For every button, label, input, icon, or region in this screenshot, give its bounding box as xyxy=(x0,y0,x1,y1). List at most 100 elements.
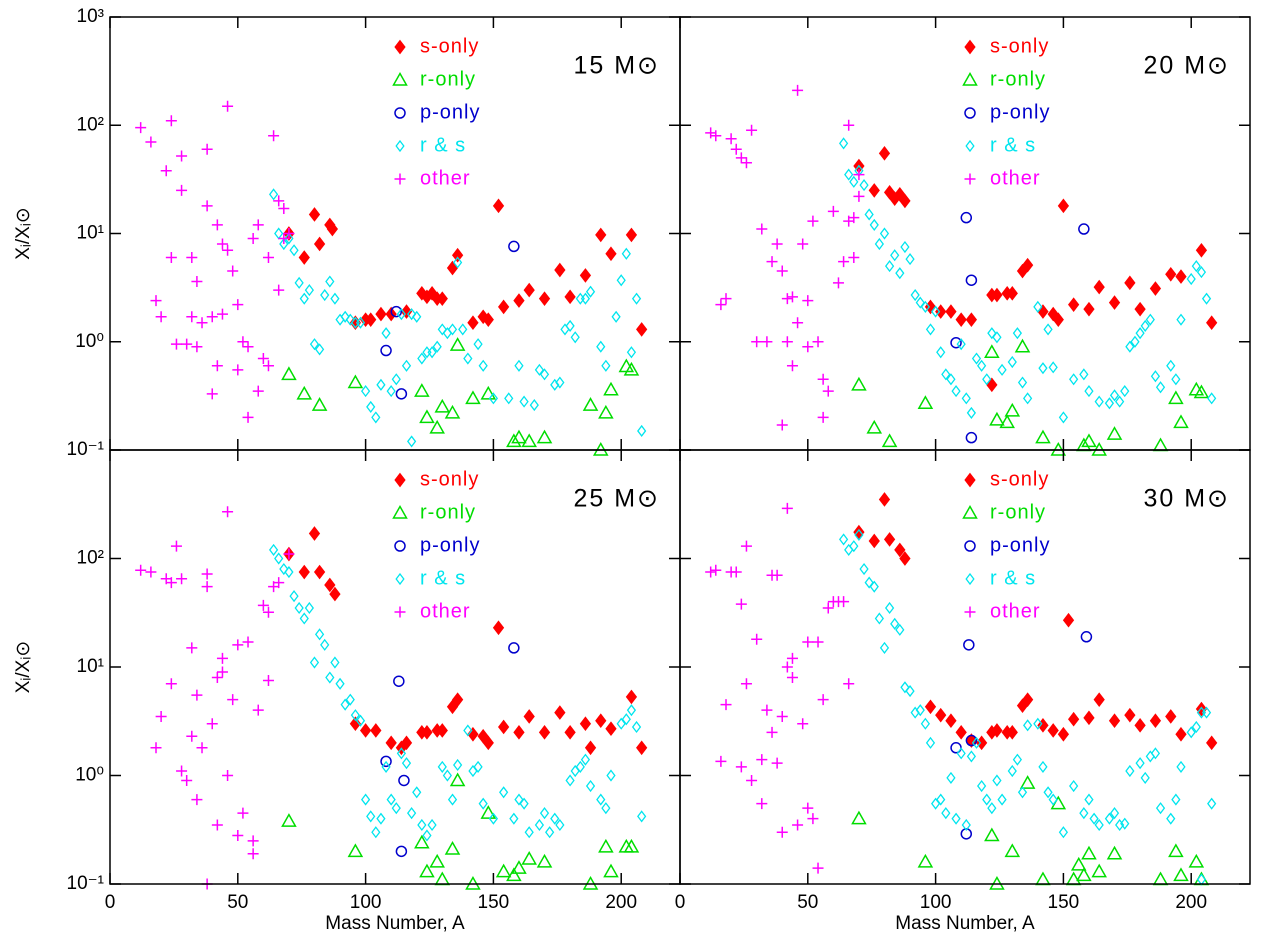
marker-plus xyxy=(802,636,814,648)
panel-title: 25 M⊙ xyxy=(573,485,660,513)
marker-diamond xyxy=(1038,760,1048,773)
marker-diamond xyxy=(412,310,422,323)
marker-plus xyxy=(283,548,295,560)
marker-diamond xyxy=(381,760,391,773)
marker-diamond-filled xyxy=(467,315,479,331)
marker-diamond xyxy=(982,373,992,386)
marker-diamond xyxy=(274,227,284,240)
marker-diamond xyxy=(925,323,936,336)
marker-plus xyxy=(735,152,747,164)
marker-plus xyxy=(145,566,157,578)
marker-circle xyxy=(380,755,392,768)
marker-circle xyxy=(390,305,403,318)
marker-diamond xyxy=(1207,797,1217,810)
marker-diamond xyxy=(320,638,330,651)
marker-plus xyxy=(848,212,860,224)
marker-diamond xyxy=(284,232,294,245)
legend-marker xyxy=(394,472,406,488)
marker-plus xyxy=(838,256,850,268)
marker-diamond xyxy=(1058,411,1069,424)
marker-diamond xyxy=(859,179,869,192)
marker-diamond-filled xyxy=(554,705,566,720)
marker-diamond xyxy=(294,276,304,289)
marker-triangle xyxy=(1035,871,1051,886)
marker-diamond xyxy=(869,580,879,593)
marker-diamond-filled xyxy=(935,707,947,723)
marker-plus xyxy=(843,678,855,690)
marker-plus xyxy=(283,228,295,239)
marker-diamond xyxy=(478,359,488,372)
marker-diamond xyxy=(637,810,647,823)
marker-diamond xyxy=(488,392,499,405)
marker-plus xyxy=(216,666,228,678)
marker-diamond xyxy=(838,137,849,150)
legend-label: r-only xyxy=(990,501,1046,523)
marker-plus xyxy=(776,265,788,277)
marker-plus xyxy=(786,291,798,303)
marker-diamond-filled xyxy=(308,207,321,222)
legend-marker xyxy=(395,572,405,586)
legend-label: r & s xyxy=(420,134,466,156)
marker-diamond xyxy=(1130,335,1140,348)
marker-plus xyxy=(227,694,239,706)
marker-diamond xyxy=(330,292,340,305)
y-tick-label: 10¹ xyxy=(77,656,104,677)
marker-triangle xyxy=(281,813,297,827)
marker-diamond xyxy=(925,736,936,749)
legend-marker xyxy=(394,606,406,618)
marker-diamond xyxy=(1150,370,1161,383)
marker-plus xyxy=(822,602,834,614)
marker-diamond xyxy=(447,793,458,806)
marker-plus xyxy=(262,675,274,687)
marker-diamond xyxy=(1058,826,1069,839)
x-tick-label: 100 xyxy=(920,892,952,913)
marker-diamond xyxy=(580,753,591,766)
marker-diamond-filled xyxy=(636,322,648,337)
marker-diamond-filled xyxy=(986,377,998,393)
marker-diamond xyxy=(997,793,1007,806)
marker-diamond xyxy=(417,352,427,365)
marker-diamond-filled xyxy=(492,620,505,636)
series xyxy=(281,772,640,890)
marker-diamond xyxy=(951,812,961,825)
marker-diamond xyxy=(304,601,314,615)
marker-diamond xyxy=(1171,373,1181,386)
marker-diamond xyxy=(585,285,596,298)
marker-diamond xyxy=(345,693,355,706)
marker-diamond-filled xyxy=(482,735,494,751)
marker-diamond xyxy=(1115,818,1125,832)
marker-plus xyxy=(222,770,234,781)
marker-diamond-filled xyxy=(636,740,648,756)
marker-diamond-filled xyxy=(579,716,592,732)
legend-label: s-only xyxy=(420,468,479,490)
marker-plus xyxy=(740,540,752,552)
x-tick-label: 100 xyxy=(350,892,382,913)
marker-diamond xyxy=(596,340,606,353)
marker-diamond xyxy=(879,227,890,240)
series xyxy=(853,492,1218,751)
marker-diamond xyxy=(844,543,854,556)
marker-plus xyxy=(781,661,793,673)
marker-plus xyxy=(227,265,239,277)
marker-diamond xyxy=(391,373,401,386)
marker-diamond-filled xyxy=(1037,304,1049,319)
x-tick-label: 50 xyxy=(227,892,248,913)
marker-diamond xyxy=(905,253,915,266)
marker-diamond-filled xyxy=(492,198,505,214)
marker-diamond xyxy=(570,764,580,778)
marker-plus xyxy=(771,238,783,250)
marker-plus xyxy=(812,636,824,648)
marker-diamond xyxy=(1079,368,1089,381)
marker-plus xyxy=(211,672,223,684)
marker-diamond-filled xyxy=(523,282,535,298)
marker-diamond xyxy=(427,346,437,359)
legend-marker xyxy=(964,472,976,488)
marker-diamond xyxy=(314,343,325,356)
marker-diamond xyxy=(1012,327,1023,340)
marker-diamond xyxy=(936,346,946,359)
marker-diamond xyxy=(289,590,299,603)
marker-diamond-filled xyxy=(853,524,865,540)
marker-triangle xyxy=(480,805,497,819)
legend-label: r-only xyxy=(420,501,476,523)
